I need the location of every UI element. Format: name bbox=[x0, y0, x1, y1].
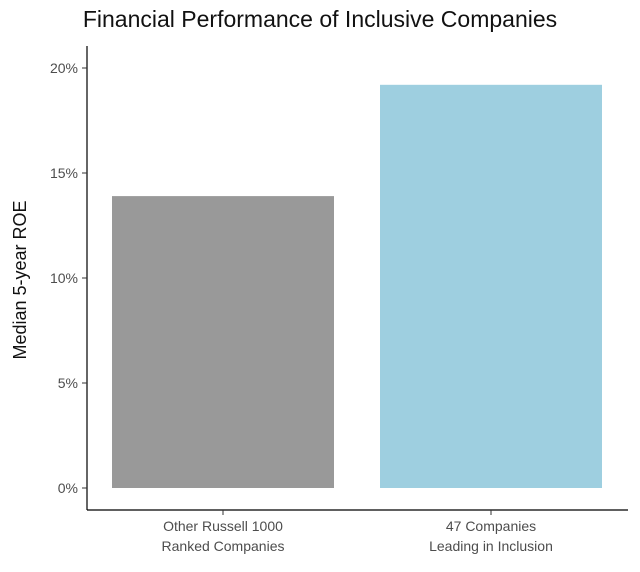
x-tick-label: 47 Companies Leading in Inclusion bbox=[429, 518, 553, 554]
y-tick-label: 5% bbox=[58, 375, 78, 391]
x-axis-ticks: Other Russell 1000 Ranked Companies 47 Com… bbox=[162, 510, 553, 554]
y-axis-title: Median 5-year ROE bbox=[10, 200, 30, 359]
bar bbox=[112, 196, 334, 488]
y-tick-label: 0% bbox=[58, 480, 78, 496]
chart-title: Financial Performance of Inclusive Compa… bbox=[82, 6, 558, 32]
y-tick-label: 10% bbox=[50, 270, 78, 286]
y-tick-label: 20% bbox=[50, 60, 78, 76]
bar bbox=[380, 84, 602, 489]
x-tick-label: Other Russell 1000 Ranked Companies bbox=[162, 518, 285, 554]
plot-area bbox=[112, 84, 602, 489]
y-axis-ticks: 0% 5% 10% 15% 20% bbox=[50, 60, 87, 496]
y-tick-label: 15% bbox=[50, 165, 78, 181]
